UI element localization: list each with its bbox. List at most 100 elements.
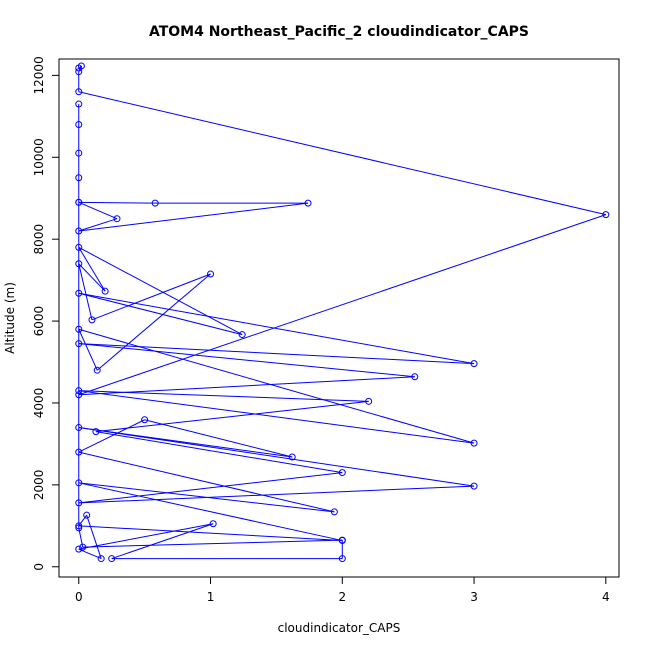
data-point <box>470 360 478 368</box>
data-point <box>83 511 91 519</box>
data-point <box>113 215 121 223</box>
data-point <box>75 260 83 268</box>
data-point <box>75 198 83 206</box>
series-segment <box>78 523 214 550</box>
data-point <box>75 174 83 182</box>
data-point <box>75 479 83 487</box>
x-axis: 0 1 2 3 4 <box>75 577 610 604</box>
series-segment <box>95 400 369 433</box>
series-segment <box>78 485 475 504</box>
series-segment <box>78 263 106 292</box>
x-tick-label: 2 <box>338 590 346 604</box>
x-tick-label: 0 <box>75 590 83 604</box>
data-point <box>602 211 610 219</box>
data-point <box>365 397 373 405</box>
data-point <box>75 424 83 432</box>
series-segment <box>78 292 243 336</box>
data-point <box>207 270 215 278</box>
series-segment <box>78 472 343 504</box>
data-point <box>75 387 83 395</box>
series-segment <box>78 390 475 444</box>
series-segment <box>78 292 475 365</box>
data-point <box>75 522 83 530</box>
series-segment <box>86 515 102 559</box>
x-axis-label: cloudindicator_CAPS <box>278 621 401 635</box>
series-segment <box>78 329 98 371</box>
data-point <box>75 545 83 553</box>
data-point <box>75 149 83 157</box>
data-point <box>75 100 83 108</box>
data-point <box>338 469 346 477</box>
y-tick-label: 2000 <box>32 470 46 501</box>
series-segment <box>78 218 118 232</box>
data-point <box>75 499 83 507</box>
data-point <box>75 68 83 76</box>
data-point <box>75 340 83 348</box>
series-segment <box>78 514 88 527</box>
y-axis: 0 2000 4000 6000 8000 10000 12000 <box>32 56 59 571</box>
series-segment <box>78 247 106 292</box>
data-point <box>75 325 83 333</box>
data-point <box>77 62 85 70</box>
data-point <box>411 373 419 381</box>
data-point <box>238 331 246 339</box>
series-segment <box>95 431 343 474</box>
series-segment <box>78 427 475 487</box>
data-point <box>288 453 296 461</box>
series-layer <box>75 62 610 563</box>
series-segment <box>78 419 145 453</box>
data-point <box>330 508 338 516</box>
y-tick-label: 6000 <box>32 306 46 337</box>
series-segment <box>78 246 243 336</box>
series-segment <box>78 201 156 204</box>
y-tick-label: 0 <box>32 563 46 571</box>
series-segment <box>78 482 335 513</box>
series-segment <box>78 263 93 320</box>
x-tick-label: 1 <box>207 590 215 604</box>
series-segment <box>111 523 214 560</box>
series-segment <box>78 548 102 560</box>
y-tick-label: 12000 <box>32 56 46 94</box>
data-point <box>79 543 87 551</box>
data-point <box>338 555 346 563</box>
data-point <box>338 536 346 544</box>
data-point <box>75 88 83 96</box>
series-segment <box>78 343 415 378</box>
series-segment <box>78 201 118 220</box>
data-point <box>108 555 116 563</box>
y-tick-label: 8000 <box>32 224 46 255</box>
plot-frame <box>58 58 620 578</box>
x-tick-label: 4 <box>602 590 610 604</box>
data-point <box>209 520 217 528</box>
data-point <box>75 391 83 399</box>
data-point <box>75 227 83 235</box>
y-tick-label: 10000 <box>32 138 46 176</box>
data-point <box>75 448 83 456</box>
data-point <box>75 243 83 251</box>
series-segment <box>78 482 343 542</box>
y-tick-label: 4000 <box>32 388 46 419</box>
series-segment <box>78 525 343 542</box>
chart-title: ATOM4 Northeast_Pacific_2 cloudindicator… <box>149 24 529 40</box>
data-point <box>75 524 83 532</box>
data-point <box>92 428 100 436</box>
series-segment <box>78 390 369 402</box>
data-point <box>93 366 101 374</box>
series-segment <box>144 419 293 458</box>
series-segment <box>96 273 211 371</box>
x-tick-label: 3 <box>470 590 478 604</box>
data-point <box>470 482 478 490</box>
series-segment <box>78 202 309 232</box>
series-segment <box>78 427 293 458</box>
data-point <box>88 316 96 324</box>
data-point <box>470 439 478 447</box>
data-point <box>304 199 312 207</box>
series-segment <box>78 214 606 396</box>
series-segment <box>78 91 606 216</box>
series-segment <box>78 451 335 513</box>
y-axis-label: Altitude (m) <box>3 282 17 354</box>
series-segment <box>82 539 343 548</box>
series-segment <box>78 328 475 444</box>
series-segment <box>91 273 211 321</box>
